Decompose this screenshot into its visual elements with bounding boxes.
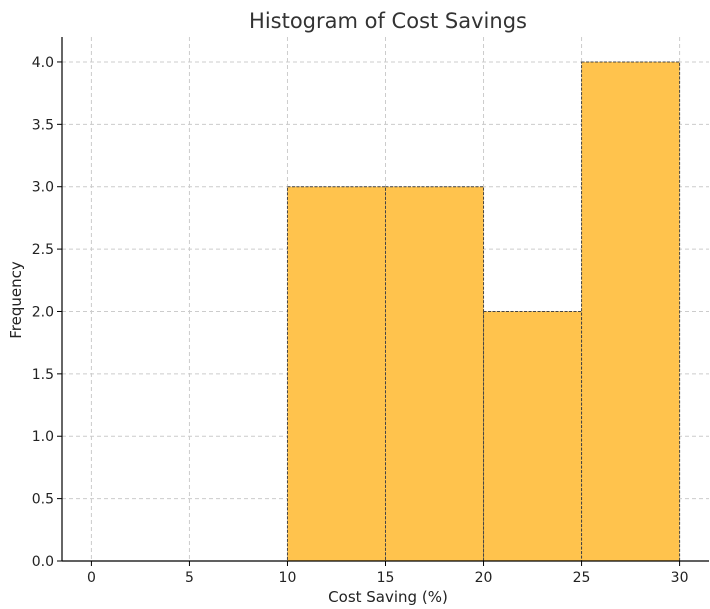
y-axis-label: Frequency	[7, 261, 25, 339]
x-tick-label-2: 10	[279, 570, 297, 586]
chart-title: Histogram of Cost Savings	[249, 9, 527, 33]
x-tick-label-0: 0	[87, 570, 96, 586]
x-tick-label-6: 30	[671, 570, 689, 586]
y-axis-ticks: 0.0 0.5 1.0 1.5 2.0 2.5 3.0 3.5 4.0	[32, 55, 62, 570]
x-tick-label-5: 25	[573, 570, 591, 586]
histogram-bars	[286, 61, 681, 562]
y-tick-label-5: 2.5	[32, 242, 54, 258]
x-tick-label-3: 15	[377, 570, 395, 586]
x-tick-label-1: 5	[185, 570, 194, 586]
y-tick-label-0: 0.0	[32, 554, 54, 570]
histogram-bar-2	[483, 310, 583, 562]
histogram-bar-0	[286, 186, 386, 562]
histogram-bar-3	[581, 61, 681, 562]
y-tick-label-6: 3.0	[32, 180, 54, 196]
y-tick-label-2: 1.0	[32, 429, 54, 445]
x-axis-ticks: 0 5 10 15 20 25 30	[87, 561, 689, 586]
x-tick-label-4: 20	[475, 570, 493, 586]
x-axis-label: Cost Saving (%)	[328, 588, 448, 606]
y-tick-label-8: 4.0	[32, 55, 54, 71]
histogram-bar-1	[385, 186, 485, 562]
y-tick-label-3: 1.5	[32, 367, 54, 383]
y-tick-label-4: 2.0	[32, 304, 54, 320]
y-tick-label-1: 0.5	[32, 492, 54, 508]
y-tick-label-7: 3.5	[32, 117, 54, 133]
